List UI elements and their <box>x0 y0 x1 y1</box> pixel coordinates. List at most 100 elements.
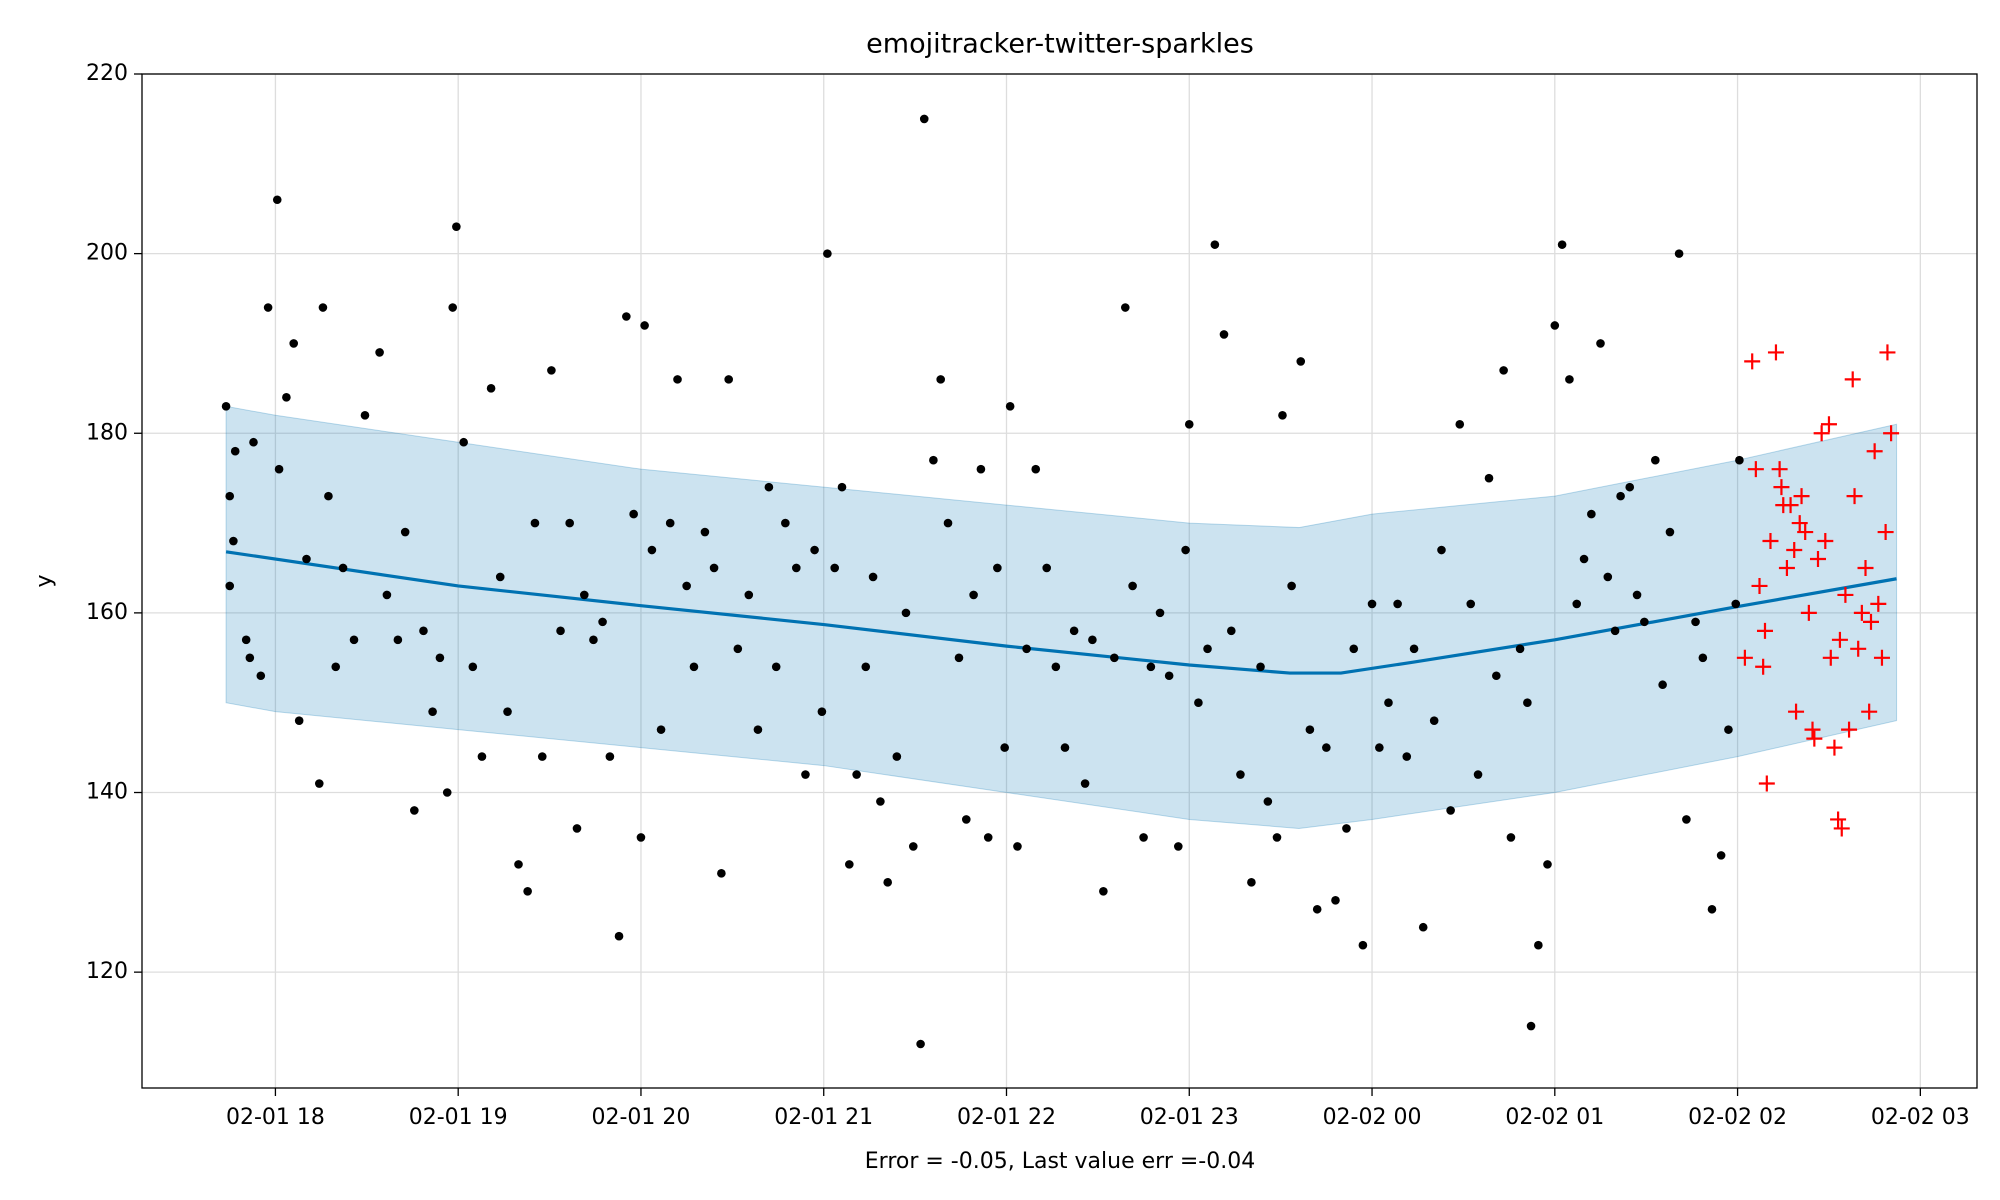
point <box>1005 402 1015 411</box>
x-tick-label: 02-01 21 <box>774 1105 873 1130</box>
point <box>1051 662 1061 672</box>
point <box>1227 626 1236 636</box>
point <box>614 931 624 941</box>
point <box>823 249 832 258</box>
plus-marker <box>1846 488 1863 505</box>
point <box>225 581 235 591</box>
point <box>503 707 512 716</box>
point <box>700 527 710 537</box>
point <box>1579 554 1589 564</box>
point <box>1526 1021 1536 1031</box>
point <box>229 536 238 546</box>
point <box>435 653 445 663</box>
point <box>349 635 359 645</box>
point <box>495 572 505 582</box>
point <box>375 348 384 357</box>
point <box>318 303 328 312</box>
point <box>892 752 902 761</box>
point <box>771 662 781 672</box>
point <box>1640 617 1649 627</box>
point <box>468 662 478 672</box>
point <box>1455 419 1465 429</box>
point <box>636 833 646 842</box>
point <box>1625 482 1635 492</box>
point <box>1707 904 1717 914</box>
plus-marker <box>1817 533 1834 550</box>
plus-marker <box>1736 649 1753 666</box>
plus-marker <box>1820 416 1837 433</box>
point <box>993 563 1002 573</box>
point <box>547 366 556 375</box>
point <box>393 635 403 645</box>
point <box>1384 698 1393 707</box>
point <box>1484 473 1494 483</box>
point <box>1616 491 1625 501</box>
point <box>689 662 699 672</box>
point <box>1000 743 1009 752</box>
plus-marker <box>1788 703 1805 720</box>
point <box>1429 716 1439 725</box>
plus-marker <box>1797 524 1814 541</box>
point <box>1219 330 1229 339</box>
point <box>1698 653 1708 663</box>
point <box>665 518 675 528</box>
point <box>1409 644 1419 654</box>
plus-marker <box>1778 559 1795 576</box>
point <box>1437 545 1446 555</box>
point <box>1523 698 1532 707</box>
point <box>837 482 847 492</box>
point <box>282 393 291 402</box>
point <box>1296 357 1306 366</box>
point <box>936 375 946 384</box>
point <box>810 545 819 555</box>
point <box>1735 455 1744 465</box>
point <box>1367 599 1377 609</box>
point <box>272 195 282 205</box>
plus-marker <box>1866 443 1883 460</box>
point <box>1342 824 1351 833</box>
plus-marker <box>1861 703 1878 720</box>
plus-marker <box>1791 515 1808 532</box>
point <box>1393 599 1402 609</box>
point <box>241 635 251 645</box>
point <box>1022 644 1031 654</box>
y-tick-label: 140 <box>86 780 128 805</box>
y-tick-label: 220 <box>86 61 128 86</box>
point <box>1515 644 1525 654</box>
plus-marker <box>1883 425 1900 442</box>
point <box>1181 545 1190 555</box>
point <box>656 725 666 734</box>
plus-marker <box>1744 353 1761 370</box>
point <box>976 464 986 474</box>
point <box>1042 563 1052 573</box>
point <box>442 788 452 797</box>
point <box>1557 240 1567 249</box>
point <box>1287 581 1296 591</box>
point <box>1506 833 1516 842</box>
point <box>263 303 273 312</box>
point <box>1418 922 1428 932</box>
x-tick-label: 02-02 00 <box>1323 1105 1422 1130</box>
point <box>1173 842 1183 851</box>
point <box>598 617 607 627</box>
x-tick-label: 02-01 19 <box>409 1105 508 1130</box>
point <box>1278 410 1287 420</box>
plus-marker <box>1850 640 1867 657</box>
point <box>1203 644 1212 654</box>
point <box>943 518 953 528</box>
plus-marker <box>1758 775 1775 792</box>
point <box>1565 375 1574 384</box>
point <box>961 815 971 824</box>
plus-marker <box>1877 524 1894 541</box>
point <box>486 384 496 393</box>
plus-marker <box>1767 344 1784 361</box>
point <box>589 635 598 645</box>
point <box>1724 725 1733 734</box>
uncertainty-band <box>225 405 1898 829</box>
x-tick-label: 02-01 23 <box>1140 1105 1239 1130</box>
point <box>969 590 978 600</box>
point <box>514 860 523 869</box>
point <box>1263 797 1273 806</box>
plus-marker <box>1870 595 1887 612</box>
point <box>622 312 631 321</box>
